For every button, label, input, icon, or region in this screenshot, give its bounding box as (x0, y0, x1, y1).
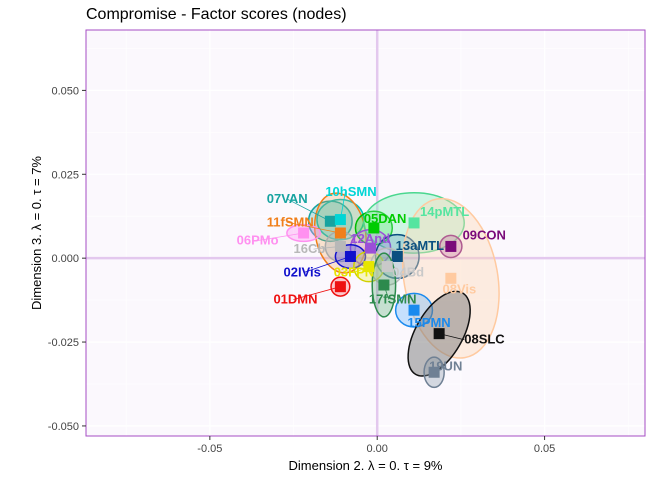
x-tick-label: -0.05 (197, 443, 222, 455)
point-02ivis (344, 250, 356, 262)
point-label-01dmn: 01DMN (273, 291, 317, 306)
point-label-07van: 07VAN (267, 191, 308, 206)
point-label-05dan: 05DAN (364, 211, 407, 226)
point-11fsmn (334, 227, 346, 239)
point-label-19un: 19UN (429, 359, 462, 374)
point-label-17fsmn: 17fSMN (369, 291, 417, 306)
point-04bd (381, 261, 393, 273)
point-label-03fpn: 03FPN (334, 265, 374, 280)
point-label-06pmo: 06PMo (237, 233, 279, 248)
point-label-16cb: 16Cb (294, 241, 326, 256)
point-label-10hsmn: 10hSMN (325, 184, 376, 199)
y-tick-label: 0.050 (51, 85, 79, 97)
chart-title: Compromise - Factor scores (nodes) (86, 6, 347, 23)
x-tick-label: 0.05 (534, 443, 555, 455)
point-label-15pmn: 15PMN (407, 315, 450, 330)
point-label-09con: 09CON (463, 228, 506, 243)
point-label-12and: 12And (350, 231, 390, 246)
leader-07van (286, 198, 331, 222)
plot-border (85, 29, 646, 437)
y-tick-label: 0.000 (51, 253, 79, 265)
point-14pmtl (408, 217, 420, 229)
leader-02ivis (303, 256, 351, 273)
point-06pmo (298, 227, 310, 239)
point-08vis (445, 272, 457, 284)
point-19un (428, 366, 440, 378)
point-label-13amtl: 13aMTL (396, 238, 444, 253)
point-01dmn (334, 281, 346, 293)
point-12and (365, 242, 377, 254)
point-05dan (368, 222, 380, 234)
point-label-02ivis: 02IVis (283, 265, 320, 280)
x-axis-label: Dimension 2. λ = 0. τ = 9% (289, 458, 443, 473)
point-label-14pmtl: 14pMTL (420, 204, 469, 219)
y-tick-label: -0.025 (48, 337, 79, 349)
point-label-04bd: 04Bd (392, 265, 424, 280)
leader-06pmo (256, 232, 304, 242)
point-09con (445, 240, 457, 252)
point-03fpn (363, 261, 375, 273)
leader-01dmn (293, 286, 341, 300)
point-15pmn (408, 304, 420, 316)
point-17fsmn (378, 279, 390, 291)
y-tick-label: -0.050 (48, 421, 79, 433)
point-13amtl (391, 250, 403, 262)
leader-11fsmn (286, 221, 341, 234)
point-16cb (334, 240, 346, 252)
point-07van (324, 215, 336, 227)
point-10hsmn (334, 214, 346, 226)
point-label-08vis: 08Vis (442, 281, 476, 296)
y-axis-label: Dimension 3. λ = 0. τ = 7% (29, 156, 44, 310)
y-tick-label: 0.025 (51, 169, 79, 181)
point-08slc (433, 328, 445, 340)
x-tick-label: 0.00 (367, 443, 388, 455)
point-label-11fsmn: 11fSMN (267, 214, 314, 229)
point-label-08slc: 08SLC (464, 332, 505, 347)
